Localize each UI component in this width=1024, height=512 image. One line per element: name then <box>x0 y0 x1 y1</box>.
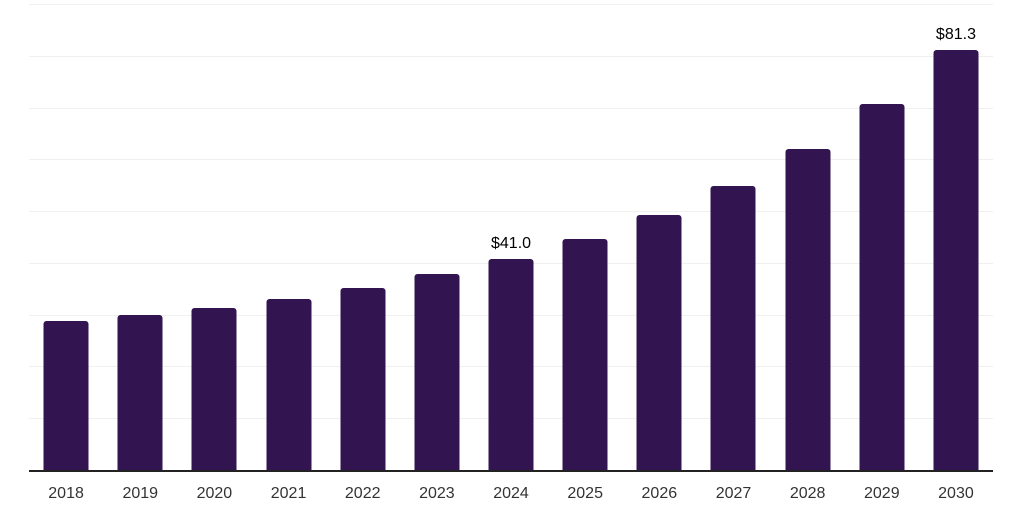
bar-2019 <box>117 315 163 471</box>
x-tick-label-2027: 2027 <box>715 485 752 502</box>
bar-2018 <box>43 321 89 471</box>
x-tick-label-2023: 2023 <box>419 485 455 502</box>
bar-band-2025 <box>548 5 622 471</box>
x-tick-label-2030: 2030 <box>938 485 974 502</box>
data-label-2030: $81.3 <box>935 26 976 44</box>
bar-band-2023 <box>400 5 474 471</box>
gridline-90 <box>29 4 993 5</box>
x-axis-tick-labels: 2018 2019 2020 2021 2022 2023 2024 2025 2026 2027… <box>29 484 993 503</box>
bar-band-2024: $41.0 <box>474 5 548 471</box>
bar-2025 <box>562 239 608 471</box>
x-tick-label-2028: 2028 <box>789 485 826 502</box>
bar-band-2026 <box>622 5 696 471</box>
x-tick-label-2021: 2021 <box>270 485 307 502</box>
bar-band-2019 <box>103 5 177 471</box>
bar-band-2022 <box>326 5 400 471</box>
bar-2028 <box>785 149 831 471</box>
bar-2030 <box>933 50 979 471</box>
gridline-80 <box>29 55 993 57</box>
x-tick-label-2025: 2025 <box>567 485 603 502</box>
bar-band-2030: $81.3 <box>919 5 993 471</box>
bar-2029 <box>859 103 905 471</box>
bar-2027 <box>710 185 756 471</box>
bar-band-2029 <box>845 5 919 471</box>
bar-band-2018 <box>29 5 103 471</box>
x-axis-line <box>29 470 993 472</box>
gridline-50 <box>29 211 993 213</box>
bar-2021 <box>266 299 312 471</box>
x-tick-label-2018: 2018 <box>48 485 84 502</box>
bar-2024 <box>488 258 534 471</box>
bar-band-2027 <box>696 5 770 471</box>
bar-2022 <box>340 288 386 471</box>
bar-band-2021 <box>251 5 325 471</box>
x-tick-label-2029: 2029 <box>864 485 900 502</box>
x-tick-label-2024: 2024 <box>493 485 529 502</box>
bars-container: $41.0 $81.3 <box>29 5 993 471</box>
bar-2023 <box>414 274 460 471</box>
gridline-70 <box>29 107 993 109</box>
x-tick-label-2020: 2020 <box>196 485 233 502</box>
bar-band-2028 <box>771 5 845 471</box>
bar-2026 <box>636 214 682 471</box>
gridline-60 <box>29 159 993 161</box>
plot-area: $41.0 $81.3 <box>29 4 993 471</box>
data-label-2024: $41.0 <box>490 235 532 253</box>
x-tick-label-2026: 2026 <box>641 485 678 502</box>
bar-band-2020 <box>177 5 251 471</box>
x-tick-label-2022: 2022 <box>344 485 381 502</box>
bar-2020 <box>191 307 237 471</box>
x-tick-label-2019: 2019 <box>122 485 159 502</box>
